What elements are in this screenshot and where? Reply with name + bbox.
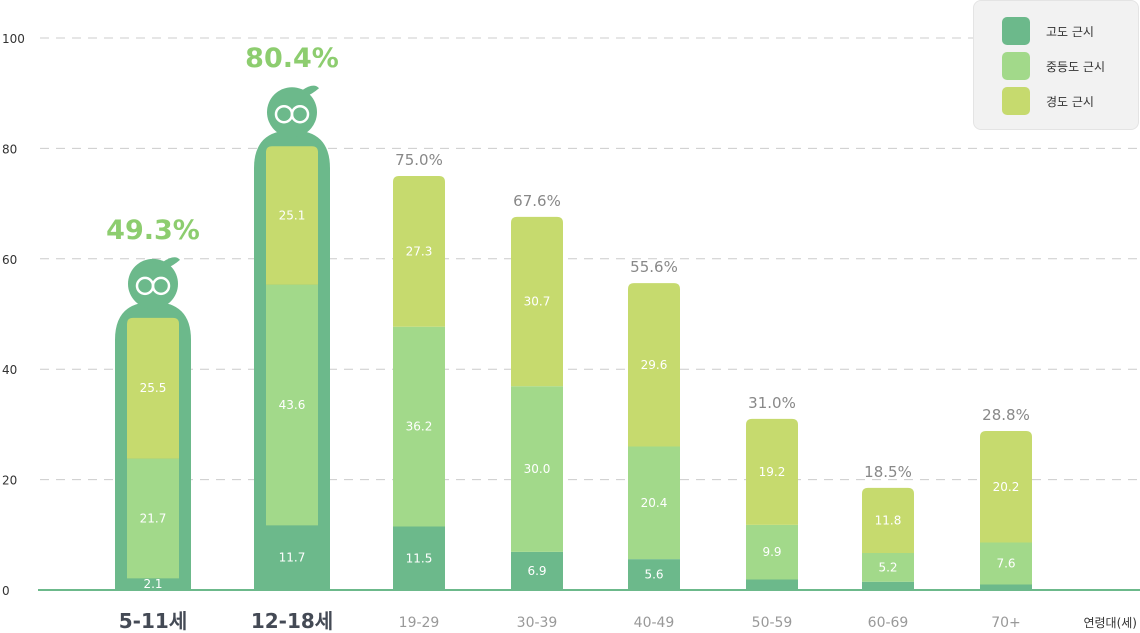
x-tick-label-highlight: 5-11세: [119, 609, 187, 633]
bar-segment: [628, 559, 680, 590]
bar-value-label: 20.2: [993, 480, 1020, 494]
bar-segment: [266, 146, 318, 285]
bar-segment: [511, 551, 563, 590]
y-tick-label: 0: [2, 584, 10, 598]
bar-value-label: 43.6: [279, 398, 306, 412]
total-label: 67.6%: [513, 192, 561, 210]
x-tick-label: 60-69: [868, 615, 909, 631]
bar-value-label: 5.6: [644, 568, 663, 582]
glasses-right-icon: [151, 276, 171, 296]
x-tick-label: 50-59: [752, 615, 793, 631]
bar-segment: [980, 542, 1032, 585]
bar-value-label: 11.8: [875, 513, 902, 527]
x-tick-label: 30-39: [517, 615, 558, 631]
legend-item-moderate: 중등도 근시: [1002, 52, 1105, 80]
bar-segment: [127, 578, 179, 590]
bar-segment: [746, 579, 798, 590]
bar-segment: [393, 526, 445, 590]
legend-label-mild: 경도 근시: [1046, 94, 1094, 109]
bar-value-label: 21.7: [140, 512, 167, 526]
bar-segment: [511, 386, 563, 552]
bar-value-label: 6.9: [527, 564, 546, 578]
bar-segment: [266, 525, 318, 590]
legend-item-mild: 경도 근시: [1002, 87, 1094, 115]
y-tick-label: 100: [2, 32, 25, 46]
bar-value-label: 7.6: [996, 557, 1015, 571]
bar-segment: [862, 487, 914, 554]
total-label: 31.0%: [748, 394, 796, 412]
mascot-tuft: [302, 85, 319, 97]
bar-segment: [127, 458, 179, 579]
bar-segment: [393, 176, 445, 327]
bar-segment: [628, 446, 680, 560]
legend-label-moderate: 중등도 근시: [1046, 59, 1106, 74]
bar-segment: [511, 216, 563, 387]
legend-swatch-high: [1002, 17, 1030, 45]
total-label-highlight: 80.4%: [245, 43, 339, 74]
total-label-highlight: 49.3%: [106, 215, 200, 246]
bar-segment: [980, 431, 1032, 543]
x-tick-label-highlight: 12-18세: [251, 609, 333, 633]
bar-value-label: 36.2: [406, 420, 433, 434]
bar-value-label: 30.0: [524, 462, 551, 476]
total-label: 55.6%: [630, 258, 678, 276]
bar-segment: [746, 524, 798, 580]
legend-item-high: 고도 근시: [1002, 17, 1094, 45]
mascot-tuft: [163, 257, 180, 268]
total-label: 75.0%: [395, 151, 443, 169]
bar-value-label: 27.3: [406, 244, 433, 258]
bar-segment: [266, 284, 318, 526]
x-tick-label: 19-29: [399, 615, 440, 631]
bar-segment: [862, 553, 914, 582]
bar-value-label: 9.9: [762, 545, 781, 559]
bar-segment: [980, 584, 1032, 590]
y-tick-label: 20: [2, 474, 17, 488]
glasses-right-icon: [290, 104, 310, 124]
x-tick-label: 40-49: [634, 615, 675, 631]
chart-legend: 고도 근시 중등도 근시 경도 근시: [973, 0, 1139, 130]
y-tick-label: 40: [2, 363, 17, 377]
bar-segment: [393, 326, 445, 527]
bar-value-label: 2.1: [143, 577, 162, 591]
bar-value-label: 11.7: [279, 551, 306, 565]
y-tick-label: 80: [2, 142, 17, 156]
bar-segment: [628, 283, 680, 447]
legend-swatch-moderate: [1002, 52, 1030, 80]
bar-value-label: 30.7: [524, 295, 551, 309]
x-axis-title: 연령대(세): [1083, 616, 1137, 630]
total-label: 28.8%: [982, 406, 1030, 424]
legend-label-high: 고도 근시: [1046, 24, 1094, 39]
bar-value-label: 5.2: [878, 560, 897, 574]
bar-value-label: 25.5: [140, 381, 167, 395]
total-label: 18.5%: [864, 463, 912, 481]
bar-segment: [862, 581, 914, 590]
x-tick-label: 70+: [991, 615, 1021, 631]
legend-swatch-mild: [1002, 87, 1030, 115]
bar-segment: [127, 317, 179, 459]
bar-value-label: 29.6: [641, 358, 668, 372]
bar-value-label: 11.5: [406, 551, 433, 565]
bar-value-label: 20.4: [641, 496, 668, 510]
bar-segment: [746, 418, 798, 525]
y-tick-label: 60: [2, 253, 17, 267]
bar-value-label: 25.1: [279, 208, 306, 222]
bar-value-label: 19.2: [759, 465, 786, 479]
